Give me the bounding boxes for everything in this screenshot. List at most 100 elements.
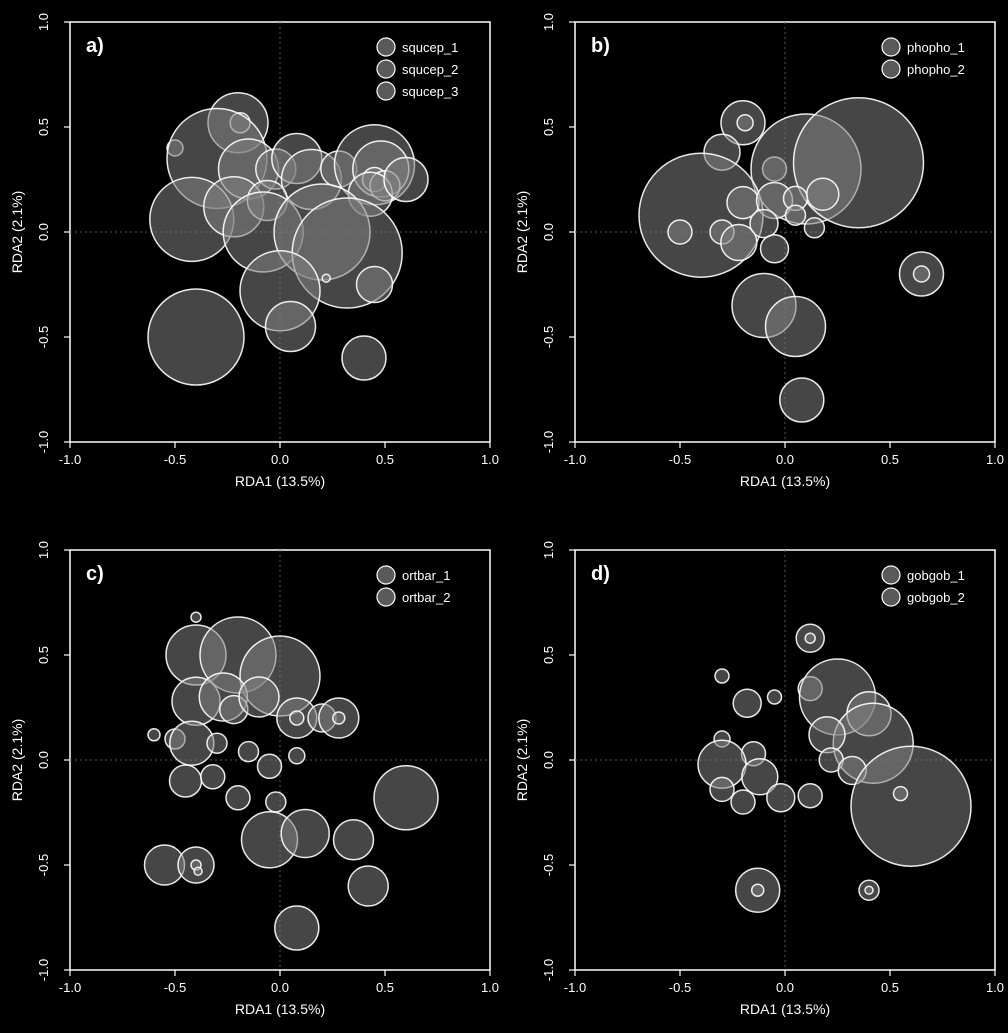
- y-tick-label: 0.5: [36, 646, 51, 664]
- x-tick-label: 0.0: [271, 980, 289, 995]
- y-tick-label: 1.0: [36, 541, 51, 559]
- data-bubble: [668, 220, 692, 244]
- x-tick-label: 0.5: [881, 452, 899, 467]
- y-tick-label: 1.0: [541, 13, 556, 31]
- data-bubble: [170, 765, 202, 797]
- y-tick-label: 1.0: [541, 541, 556, 559]
- x-tick-label: -1.0: [564, 452, 586, 467]
- x-axis-label: RDA1 (13.5%): [235, 473, 325, 489]
- data-bubble: [333, 712, 345, 724]
- data-bubble: [733, 689, 761, 717]
- y-axis-label: RDA2 (2.1%): [9, 719, 25, 801]
- x-tick-label: 1.0: [481, 980, 499, 995]
- data-bubble: [851, 746, 971, 866]
- data-bubble: [275, 906, 319, 950]
- legend-marker: [377, 38, 395, 56]
- data-bubble: [752, 884, 764, 896]
- data-bubble: [334, 820, 374, 860]
- x-tick-label: -0.5: [669, 980, 691, 995]
- data-bubble: [805, 633, 815, 643]
- data-bubble: [201, 765, 225, 789]
- data-bubble: [721, 225, 757, 261]
- y-tick-label: -0.5: [541, 326, 556, 348]
- panel-a: -1.0-0.50.00.51.0-1.0-0.50.00.51.0RDA1 (…: [9, 13, 499, 489]
- legend-label: ortbar_2: [402, 590, 450, 605]
- y-tick-label: -1.0: [541, 431, 556, 453]
- legend-marker: [882, 566, 900, 584]
- y-tick-label: 0.0: [541, 223, 556, 241]
- y-tick-label: -1.0: [36, 959, 51, 981]
- data-bubble: [780, 378, 824, 422]
- data-bubble: [766, 297, 826, 357]
- x-tick-label: 0.5: [376, 980, 394, 995]
- panel-letter: a): [86, 35, 104, 57]
- y-tick-label: 1.0: [36, 13, 51, 31]
- panel-d: -1.0-0.50.00.51.0-1.0-0.50.00.51.0RDA1 (…: [514, 541, 1004, 1017]
- data-bubble: [239, 742, 259, 762]
- y-tick-label: 0.5: [541, 646, 556, 664]
- x-tick-label: 1.0: [986, 452, 1004, 467]
- data-bubble: [804, 218, 824, 238]
- data-bubble: [710, 777, 734, 801]
- legend-label: gobgob_1: [907, 568, 965, 583]
- legend-label: phopho_2: [907, 62, 965, 77]
- y-tick-label: -0.5: [541, 854, 556, 876]
- legend-marker: [882, 38, 900, 56]
- data-bubble: [322, 274, 330, 282]
- y-tick-label: 0.5: [36, 118, 51, 136]
- legend-marker: [377, 566, 395, 584]
- y-axis-label: RDA2 (2.1%): [514, 191, 530, 273]
- panel-letter: d): [591, 563, 610, 585]
- data-bubble: [794, 98, 924, 228]
- panel-c: -1.0-0.50.00.51.0-1.0-0.50.00.51.0RDA1 (…: [9, 541, 499, 1017]
- data-bubble: [384, 158, 428, 202]
- legend-label: squcep_3: [402, 84, 458, 99]
- data-bubble: [348, 866, 388, 906]
- y-tick-label: -0.5: [36, 326, 51, 348]
- bubble-layer: [698, 624, 971, 912]
- y-tick-label: -1.0: [36, 431, 51, 453]
- data-bubble: [148, 729, 160, 741]
- data-bubble: [266, 792, 286, 812]
- data-bubble: [342, 336, 386, 380]
- x-tick-label: -1.0: [59, 980, 81, 995]
- bubble-layer: [639, 98, 944, 422]
- x-tick-label: 0.0: [271, 452, 289, 467]
- data-bubble: [798, 784, 822, 808]
- data-bubble: [289, 748, 305, 764]
- x-tick-label: 1.0: [481, 452, 499, 467]
- x-tick-label: -1.0: [59, 452, 81, 467]
- x-tick-label: -0.5: [164, 980, 186, 995]
- data-bubble: [914, 266, 930, 282]
- y-tick-label: -0.5: [36, 854, 51, 876]
- panel-b: -1.0-0.50.00.51.0-1.0-0.50.00.51.0RDA1 (…: [514, 13, 1004, 489]
- panel-letter: c): [86, 563, 104, 585]
- data-bubble: [731, 790, 755, 814]
- x-tick-label: -0.5: [669, 452, 691, 467]
- data-bubble: [761, 235, 789, 263]
- legend-marker: [882, 60, 900, 78]
- y-tick-label: 0.5: [541, 118, 556, 136]
- legend-marker: [882, 588, 900, 606]
- data-bubble: [148, 289, 244, 385]
- legend-marker: [377, 588, 395, 606]
- data-bubble: [768, 690, 782, 704]
- data-bubble: [239, 677, 279, 717]
- data-bubble: [894, 787, 908, 801]
- x-tick-label: -0.5: [164, 452, 186, 467]
- x-tick-label: 0.0: [776, 452, 794, 467]
- legend-marker: [377, 82, 395, 100]
- y-tick-label: -1.0: [541, 959, 556, 981]
- panel-letter: b): [591, 35, 610, 57]
- bubble-layer: [148, 93, 428, 385]
- data-bubble: [290, 711, 304, 725]
- legend-label: gobgob_2: [907, 590, 965, 605]
- y-tick-label: 0.0: [541, 751, 556, 769]
- data-bubble: [786, 205, 806, 225]
- x-axis-label: RDA1 (13.5%): [235, 1001, 325, 1017]
- data-bubble: [258, 754, 282, 778]
- x-tick-label: 0.5: [881, 980, 899, 995]
- data-bubble: [266, 302, 316, 352]
- x-tick-label: 0.5: [376, 452, 394, 467]
- x-axis-label: RDA1 (13.5%): [740, 1001, 830, 1017]
